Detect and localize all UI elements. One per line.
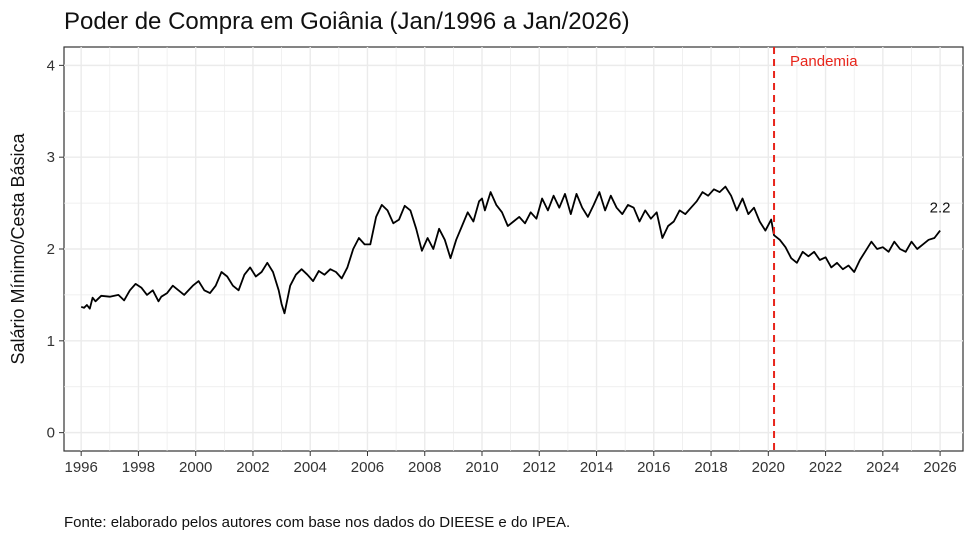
x-tick-label: 2022 (809, 459, 842, 476)
pandemic-label: Pandemia (790, 53, 858, 70)
x-tick-label: 2024 (866, 459, 899, 476)
x-tick-label: 1998 (122, 459, 155, 476)
annotation-layer: Pandemia 2.2 (773, 47, 951, 451)
y-tick-label: 2 (47, 241, 55, 258)
chart-title: Poder de Compra em Goiânia (Jan/1996 a J… (64, 8, 630, 35)
x-tick-label: 2000 (179, 459, 212, 476)
y-tick-label: 1 (47, 333, 55, 350)
y-tick-label: 0 (47, 425, 55, 442)
y-tick-label: 4 (47, 57, 55, 74)
x-tick-label: 2008 (408, 459, 441, 476)
x-tick-label: 2002 (236, 459, 269, 476)
x-axis: 1996 1998 2000 2002 2004 2006 2008 2010 2012 2014… (64, 451, 957, 476)
x-tick-label: 2020 (752, 459, 785, 476)
major-gridlines (64, 47, 963, 451)
series-line (80, 185, 941, 315)
x-tick-label: 2004 (294, 459, 327, 476)
x-tick-label: 2016 (637, 459, 670, 476)
x-tick-label: 2026 (923, 459, 956, 476)
x-tick-label: 2012 (523, 459, 556, 476)
x-tick-label: 2010 (465, 459, 498, 476)
x-tick-label: 2006 (351, 459, 384, 476)
y-axis: 0 1 2 3 4 (47, 57, 64, 442)
x-tick-label: 2018 (694, 459, 727, 476)
chart: 0 1 2 3 4 1996 1998 2000 2002 2004 2006 2008 2010 20… (8, 46, 964, 476)
x-tick-label: 2014 (580, 459, 613, 476)
series-layer (80, 185, 941, 315)
last-value-label: 2.2 (930, 200, 951, 217)
x-tick-label: 1996 (64, 459, 97, 476)
source-caption: Fonte: elaborado pelos autores com base … (64, 514, 571, 531)
y-axis-label: Salário Mínimo/Cesta Básica (8, 132, 28, 364)
y-tick-label: 3 (47, 149, 55, 166)
